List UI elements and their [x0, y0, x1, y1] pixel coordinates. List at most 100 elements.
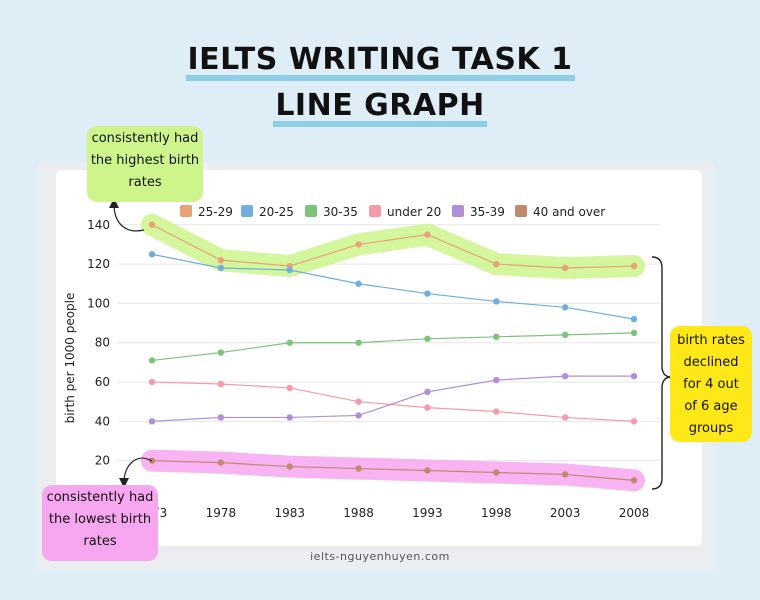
arrow-high-head — [109, 198, 119, 208]
legend-swatch — [452, 205, 464, 217]
x-tick-label: 1993 — [412, 506, 443, 520]
data-point — [561, 471, 569, 478]
data-point — [424, 335, 431, 342]
y-tick-label: 20 — [95, 454, 110, 468]
legend-label: 30-35 — [323, 205, 358, 219]
callout-line: consistently had — [46, 490, 154, 505]
data-point — [561, 304, 569, 311]
data-point — [355, 412, 362, 419]
data-point — [561, 331, 569, 339]
callout-line: of 6 age — [684, 399, 738, 414]
data-point — [148, 357, 156, 364]
data-point — [217, 256, 225, 264]
callout-line: birth rates — [677, 333, 745, 348]
data-point — [630, 262, 638, 270]
data-point — [630, 315, 638, 323]
legend-swatch — [305, 205, 317, 217]
callout-line: for 4 out — [683, 377, 739, 392]
data-point — [286, 266, 293, 274]
x-axis: 19731978198319881993199820032008 — [137, 506, 650, 520]
data-point — [493, 260, 500, 268]
data-point — [630, 477, 638, 484]
arrow-high — [113, 203, 145, 232]
series-line — [151, 460, 635, 481]
legend-label: under 20 — [387, 205, 441, 219]
legend: 25-29 20-25 30-35 under 20 35-39 40 and over — [180, 205, 605, 219]
data-point — [217, 459, 225, 466]
callout-birth-rates-declined: birth rates declined for 4 out of 6 age … — [670, 326, 752, 442]
callout-line: rates — [83, 534, 117, 549]
data-point — [217, 264, 225, 272]
data-point — [493, 376, 500, 384]
legend-swatch — [180, 205, 192, 217]
data-point — [217, 380, 225, 388]
callout-highest-birth-rates: consistently had the highest birth rates — [87, 126, 203, 202]
legend-label: 25-29 — [198, 205, 233, 219]
data-point — [286, 384, 293, 392]
data-point — [148, 221, 156, 228]
x-tick-label: 1983 — [274, 506, 305, 520]
x-tick-label: 2003 — [550, 506, 581, 520]
data-point — [630, 418, 638, 425]
callout-line: the highest birth — [90, 153, 200, 168]
y-axis-label: birth per 1000 people — [63, 293, 77, 424]
data-point — [424, 467, 431, 474]
data-point — [561, 372, 569, 380]
y-tick-label: 100 — [87, 296, 110, 310]
legend-swatch — [369, 205, 381, 217]
series-points — [148, 221, 638, 484]
arrow-low-head — [119, 478, 129, 488]
y-tick-label: 40 — [95, 414, 110, 428]
series-line — [151, 253, 635, 320]
x-tick-label: 1998 — [481, 506, 512, 520]
series-line — [151, 381, 635, 422]
callout-line: declined — [683, 355, 739, 370]
callout-line: rates — [128, 175, 162, 190]
data-point — [424, 388, 431, 396]
data-point — [355, 241, 362, 248]
data-point — [630, 372, 638, 380]
data-point — [493, 469, 500, 476]
data-point — [493, 333, 500, 341]
y-tick-label: 60 — [95, 375, 110, 389]
callout-lowest-birth-rates: consistently had the lowest birth rates — [42, 485, 158, 561]
bracket-declined — [651, 256, 671, 490]
data-point — [355, 465, 362, 472]
data-point — [561, 264, 569, 272]
data-point — [630, 329, 638, 337]
legend-label: 20-25 — [259, 205, 294, 219]
data-point — [148, 251, 156, 258]
callout-line: groups — [688, 421, 734, 436]
data-point — [355, 339, 362, 346]
data-point — [493, 298, 500, 305]
highlight-band-lowest — [141, 449, 645, 492]
data-point — [148, 418, 156, 425]
callout-line: the lowest birth — [48, 512, 152, 527]
series-line — [151, 224, 635, 269]
y-axis: 20 40 60 80 100 120 140 — [87, 218, 110, 468]
series-line — [151, 332, 635, 362]
callout-line: consistently had — [91, 131, 199, 146]
x-tick-label: 2008 — [619, 506, 650, 520]
data-point — [355, 398, 362, 405]
y-tick-label: 140 — [87, 218, 110, 232]
legend-label: 35-39 — [470, 205, 505, 219]
y-tick-label: 80 — [95, 336, 110, 350]
data-point — [148, 378, 156, 386]
data-point — [424, 231, 431, 238]
data-point — [286, 463, 293, 470]
data-point — [424, 290, 431, 297]
data-point — [286, 339, 293, 346]
data-point — [286, 414, 293, 421]
series-lines — [151, 224, 635, 481]
y-tick-label: 120 — [87, 257, 110, 271]
data-point — [493, 408, 500, 415]
data-point — [217, 349, 225, 356]
legend-swatch — [241, 205, 253, 217]
series-line — [151, 375, 634, 422]
data-point — [355, 280, 362, 287]
watermark: ielts-nguyenhuyen.com — [310, 550, 450, 563]
data-point — [217, 414, 225, 421]
legend-label: 40 and over — [533, 205, 605, 219]
data-point — [561, 414, 569, 421]
